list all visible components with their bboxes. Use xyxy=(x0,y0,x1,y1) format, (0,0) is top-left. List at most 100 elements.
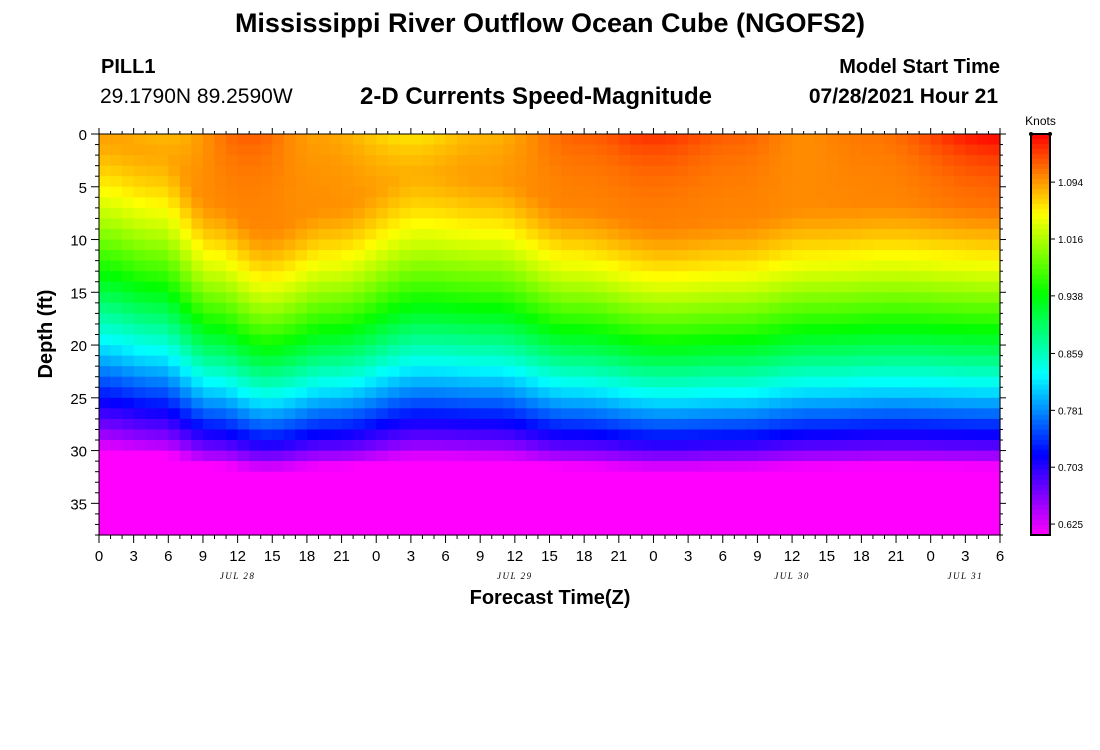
heatmap-cell xyxy=(618,313,631,325)
heatmap-cell xyxy=(537,513,551,526)
heatmap-cell xyxy=(145,429,158,441)
heatmap-cell xyxy=(353,228,366,241)
heatmap-cell xyxy=(122,418,135,431)
heatmap-cell xyxy=(168,513,181,526)
heatmap-cell xyxy=(826,144,839,156)
heatmap-cell xyxy=(976,218,990,230)
heatmap-cell xyxy=(191,492,204,504)
heatmap-cell xyxy=(653,429,666,441)
heatmap-cell xyxy=(318,218,331,230)
heatmap-cell xyxy=(942,186,955,198)
heatmap-cell xyxy=(618,503,631,515)
heatmap-cell xyxy=(919,397,932,409)
heatmap-cell xyxy=(930,376,943,388)
heatmap-cell xyxy=(202,492,216,504)
heatmap-cell xyxy=(665,313,678,325)
heatmap-cell xyxy=(838,292,851,304)
heatmap-cell xyxy=(387,429,400,441)
heatmap-cell xyxy=(226,366,239,378)
heatmap-cell xyxy=(826,397,839,409)
heatmap-cell xyxy=(641,408,655,420)
heatmap-cell xyxy=(919,197,932,209)
heatmap-cell xyxy=(826,281,839,293)
heatmap-cell xyxy=(815,218,828,230)
heatmap-cell xyxy=(237,313,250,325)
heatmap-cell xyxy=(676,376,689,388)
colorbar-segment xyxy=(1031,344,1050,351)
heatmap-cell xyxy=(780,418,793,431)
heatmap-cell xyxy=(410,250,424,262)
heatmap-cell xyxy=(919,144,932,156)
heatmap-cell xyxy=(341,450,354,462)
heatmap-cell xyxy=(191,524,204,536)
heatmap-cell xyxy=(526,165,539,177)
heatmap-cell xyxy=(306,429,320,441)
heatmap-cell xyxy=(688,302,701,314)
heatmap-cell xyxy=(433,155,447,167)
heatmap-cell xyxy=(376,176,389,188)
heatmap-cell xyxy=(976,429,990,441)
heatmap-cell xyxy=(768,387,782,399)
heatmap-cell xyxy=(699,397,712,409)
heatmap-cell xyxy=(884,503,897,515)
heatmap-cell xyxy=(618,207,631,220)
heatmap-cell xyxy=(387,482,400,494)
heatmap-cell xyxy=(861,461,874,473)
heatmap-cell xyxy=(526,207,539,220)
heatmap-cell xyxy=(272,144,285,156)
heatmap-cell xyxy=(572,292,585,304)
heatmap-cell xyxy=(133,313,146,325)
heatmap-cell xyxy=(445,366,458,378)
heatmap-cell xyxy=(815,313,828,325)
heatmap-cell xyxy=(988,387,1001,399)
heatmap-cell xyxy=(780,302,793,314)
heatmap-cell xyxy=(457,461,470,473)
heatmap-cell xyxy=(815,429,828,441)
heatmap-cell xyxy=(156,503,169,515)
heatmap-cell xyxy=(653,271,666,283)
heatmap-cell xyxy=(537,323,551,336)
heatmap-cell xyxy=(480,197,493,209)
heatmap-cell xyxy=(676,492,689,504)
heatmap-cell xyxy=(641,313,655,325)
heatmap-cell xyxy=(665,397,678,409)
heatmap-cell xyxy=(722,440,735,452)
heatmap-cell xyxy=(249,355,262,367)
heatmap-cell xyxy=(699,260,712,272)
heatmap-cell xyxy=(514,355,527,367)
heatmap-cell xyxy=(572,376,585,388)
heatmap-cell xyxy=(618,513,631,526)
heatmap-cell xyxy=(503,281,516,293)
heatmap-cell xyxy=(537,207,551,220)
heatmap-cell xyxy=(768,492,782,504)
heatmap-cell xyxy=(907,155,920,167)
heatmap-cell xyxy=(480,387,493,399)
heatmap-cell xyxy=(122,387,135,399)
heatmap-cell xyxy=(341,207,354,220)
heatmap-cell xyxy=(226,440,239,452)
heatmap-cell xyxy=(526,408,539,420)
heatmap-cell xyxy=(607,207,620,220)
heatmap-cell xyxy=(387,471,400,483)
heatmap-cell xyxy=(838,355,851,367)
heatmap-cell xyxy=(653,323,666,336)
heatmap-cell xyxy=(942,313,955,325)
heatmap-cell xyxy=(641,461,655,473)
heatmap-cell xyxy=(537,144,551,156)
heatmap-cell xyxy=(607,482,620,494)
heatmap-cell xyxy=(768,461,782,473)
heatmap-cell xyxy=(179,165,193,177)
heatmap-cell xyxy=(226,281,239,293)
heatmap-cell xyxy=(607,186,620,198)
heatmap-cell xyxy=(815,450,828,462)
heatmap-cell xyxy=(549,260,562,272)
heatmap-cell xyxy=(526,482,539,494)
heatmap-cell xyxy=(330,176,343,188)
heatmap-cell xyxy=(711,418,724,431)
heatmap-cell xyxy=(953,144,966,156)
heatmap-cell xyxy=(711,376,724,388)
heatmap-cell xyxy=(191,408,204,420)
heatmap-cell xyxy=(734,397,747,409)
heatmap-cell xyxy=(561,228,574,241)
heatmap-cell xyxy=(884,418,897,431)
